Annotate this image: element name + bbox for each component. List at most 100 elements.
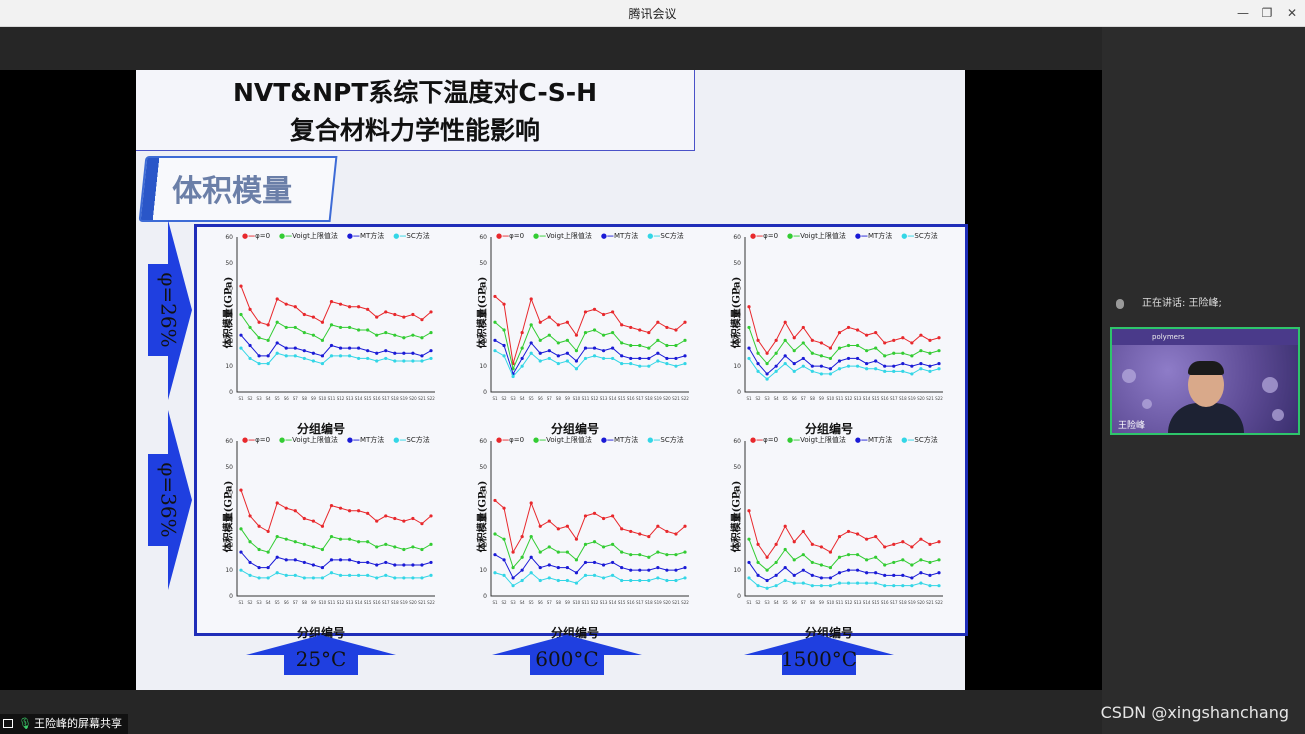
x-tick-label: S19 xyxy=(908,600,916,605)
data-point xyxy=(239,550,243,554)
data-point xyxy=(583,573,588,577)
x-tick-label: S8 xyxy=(302,600,308,605)
data-point xyxy=(357,540,361,544)
x-tick-label: S3 xyxy=(511,600,517,605)
data-point xyxy=(402,336,406,340)
data-point xyxy=(565,550,569,554)
data-point xyxy=(601,333,606,337)
data-point xyxy=(647,364,651,368)
data-point xyxy=(275,534,279,539)
window-title: 腾讯会议 xyxy=(628,7,677,21)
row-label-phi36: φ=36% xyxy=(146,410,192,590)
data-point xyxy=(520,578,524,583)
background-bubble xyxy=(1142,399,1152,409)
data-point xyxy=(347,558,352,562)
data-point xyxy=(629,578,633,583)
screen-share-bar[interactable]: 🎙 王险峰的屏幕共享 xyxy=(0,714,128,734)
data-point xyxy=(592,560,597,565)
data-point xyxy=(583,356,588,361)
data-point xyxy=(683,361,687,366)
data-point xyxy=(683,338,687,342)
data-point xyxy=(583,514,588,518)
y-tick-label: 60 xyxy=(479,234,487,241)
data-point xyxy=(402,563,406,567)
data-point xyxy=(774,573,778,577)
y-tick-label: 30 xyxy=(479,516,487,523)
legend-label: φ=0 xyxy=(255,436,271,444)
data-point xyxy=(529,555,533,559)
x-tick-label: S10 xyxy=(573,396,581,401)
data-point xyxy=(366,307,370,311)
data-point xyxy=(765,586,769,590)
legend-marker-icon: ●— xyxy=(854,436,868,444)
background-bubble xyxy=(1272,409,1284,421)
legend-item: ●—φ=0 xyxy=(750,232,778,240)
data-point xyxy=(874,346,878,350)
data-point xyxy=(547,576,551,580)
shared-slide: NVT&NPT系综下温度对C-S-H 复合材料力学性能影响 体积模量 φ=26%… xyxy=(136,70,968,690)
data-point xyxy=(592,328,597,332)
data-point xyxy=(311,333,315,337)
x-tick-label: S19 xyxy=(400,600,408,605)
data-point xyxy=(565,351,569,355)
data-point xyxy=(239,333,243,337)
data-point xyxy=(638,343,642,348)
x-tick-label: S3 xyxy=(765,396,771,401)
y-tick-label: 10 xyxy=(733,567,741,574)
data-point xyxy=(366,560,370,565)
data-point xyxy=(302,576,306,580)
axes xyxy=(744,441,943,597)
x-axis-label: 分组编号 xyxy=(296,422,345,436)
data-point xyxy=(384,573,388,577)
data-point xyxy=(538,320,542,324)
data-point xyxy=(411,563,415,567)
x-tick-label: S3 xyxy=(765,600,771,605)
data-point xyxy=(420,547,424,552)
data-point xyxy=(638,356,642,361)
data-point xyxy=(629,553,633,557)
participant-video-tile[interactable]: polymers 王险峰 xyxy=(1110,327,1300,435)
data-point xyxy=(747,509,751,513)
data-point xyxy=(892,584,896,588)
data-point xyxy=(257,524,261,528)
x-tick-label: S15 xyxy=(872,396,880,401)
data-point xyxy=(239,568,243,572)
data-point xyxy=(855,568,860,572)
data-point xyxy=(266,354,270,358)
x-tick-label: S14 xyxy=(863,600,871,605)
data-point xyxy=(511,367,515,371)
line-chart: 0 10 20 30 40 50 60 S1 S2 S3 S4 S5 S6 S7 S8 S9 S10 S11 S12… xyxy=(451,227,699,436)
data-point xyxy=(901,573,905,577)
data-point xyxy=(765,555,769,559)
restore-icon[interactable]: ❐ xyxy=(1261,6,1273,20)
x-tick-label: S1 xyxy=(238,396,244,401)
y-tick-label: 30 xyxy=(733,516,741,523)
x-tick-label: S12 xyxy=(591,396,599,401)
data-point xyxy=(538,351,542,355)
data-point xyxy=(329,571,334,575)
legend-item: ●—Voigt上限值法 xyxy=(533,436,592,444)
legend-item: ●—φ=0 xyxy=(496,436,524,444)
data-point xyxy=(647,578,651,583)
x-tick-label: S9 xyxy=(819,396,825,401)
minimize-icon[interactable]: — xyxy=(1237,6,1249,20)
data-point xyxy=(855,343,860,348)
data-point xyxy=(601,545,606,549)
series-line xyxy=(748,327,940,365)
data-point xyxy=(846,364,851,368)
x-tick-label: S19 xyxy=(654,600,662,605)
data-point xyxy=(311,519,315,523)
x-tick-label: S8 xyxy=(556,396,562,401)
x-tick-label: S4 xyxy=(774,600,780,605)
data-point xyxy=(284,302,288,306)
data-point xyxy=(375,519,379,523)
data-point xyxy=(638,553,642,557)
series-line xyxy=(494,321,686,371)
data-point xyxy=(375,359,379,363)
data-point xyxy=(937,349,941,353)
close-icon[interactable]: ✕ xyxy=(1286,6,1298,20)
data-point xyxy=(837,555,842,559)
data-point xyxy=(574,349,579,353)
x-tick-label: S8 xyxy=(810,600,816,605)
data-point xyxy=(846,529,851,534)
